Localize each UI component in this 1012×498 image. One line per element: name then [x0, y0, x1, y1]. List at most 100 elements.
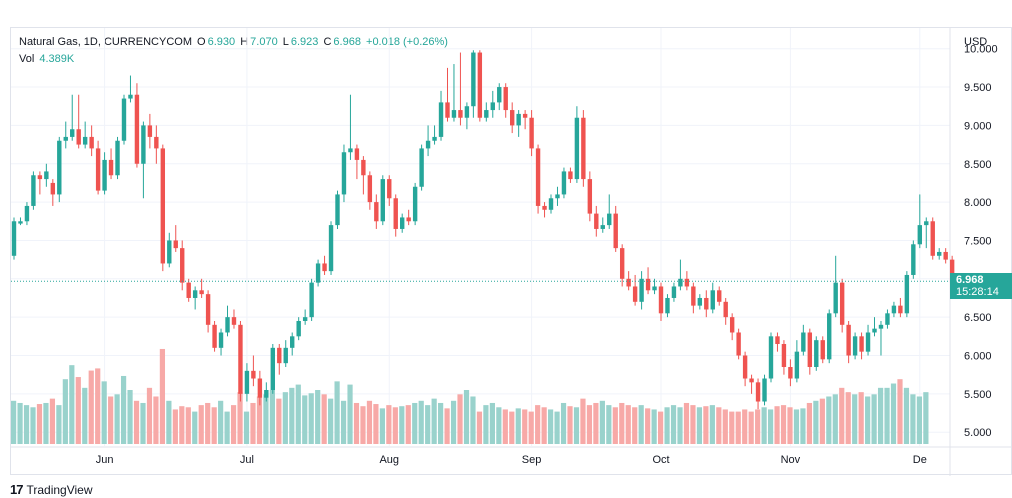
volume-bar	[17, 402, 23, 444]
y-tick-label: 5.500	[964, 389, 992, 401]
candle-body	[218, 332, 224, 348]
volume-bar	[95, 368, 101, 444]
candle-body	[555, 194, 560, 199]
brand[interactable]: 17 TradingView	[10, 482, 93, 497]
volume-bar	[716, 407, 722, 444]
y-tick-label: 9.000	[964, 120, 992, 132]
candle-body	[70, 129, 75, 137]
volume-bar	[360, 406, 366, 444]
candle-body	[542, 205, 547, 210]
candle-body	[814, 340, 819, 368]
volume-bar	[192, 411, 198, 444]
volume-bar	[386, 405, 392, 444]
y-tick-label: 8.500	[964, 159, 992, 171]
candle-body	[445, 102, 450, 118]
candle-body	[102, 159, 107, 191]
candle-body	[147, 125, 153, 137]
volume-bar	[321, 394, 327, 444]
currency-label[interactable]: USD	[964, 36, 988, 48]
volume-bar	[554, 411, 560, 444]
volume-label[interactable]: Vol	[19, 53, 35, 65]
candle-body	[121, 98, 127, 141]
volume-bar	[302, 395, 308, 444]
symbol-title[interactable]: Natural Gas, 1D, CURRENCYCOM	[19, 36, 192, 48]
candle-body	[244, 370, 250, 394]
candle-body	[361, 159, 366, 176]
volume-bar	[683, 402, 690, 444]
candle-body	[755, 382, 761, 402]
volume-bar	[632, 407, 638, 444]
volume-bar	[218, 400, 224, 444]
candle-body	[794, 351, 800, 379]
volume-bar	[800, 408, 806, 444]
volume-bar	[36, 404, 43, 444]
candle-body	[529, 117, 534, 149]
candle-body	[24, 205, 30, 222]
candle-body	[820, 340, 825, 360]
volume-bar	[425, 405, 431, 444]
low-value: 6.923	[290, 36, 319, 48]
x-tick-label: Jul	[240, 454, 254, 466]
volume-bar	[399, 406, 405, 444]
volume-bar	[658, 411, 664, 444]
volume-bar	[198, 405, 204, 444]
volume-bar	[813, 400, 819, 444]
volume-bar	[75, 377, 81, 444]
volume-bar	[729, 411, 735, 444]
y-tick-label: 5.000	[964, 427, 992, 439]
volume-bar	[735, 411, 741, 444]
candle-body	[904, 274, 910, 314]
candle-body	[788, 367, 793, 379]
volume-bar	[133, 400, 140, 444]
candle-body	[872, 328, 877, 333]
candle-body	[302, 317, 308, 321]
candle-body	[76, 129, 81, 145]
volume-bar	[541, 407, 547, 444]
volume-bar	[269, 390, 275, 444]
candle-body	[257, 378, 263, 398]
volume-bar	[625, 405, 631, 444]
volume-bar	[858, 392, 864, 444]
x-tick-label: Sep	[522, 454, 542, 466]
volume-bar	[159, 348, 166, 444]
candle-body	[128, 94, 133, 99]
volume-bar	[703, 406, 709, 444]
candle-body	[645, 278, 651, 291]
volume-bar	[593, 402, 599, 444]
volume-bar	[755, 409, 761, 444]
volume-bar	[638, 405, 644, 444]
volume-bar	[243, 411, 250, 444]
candle-body	[768, 336, 774, 379]
volume-bar	[774, 406, 780, 444]
candle-body	[924, 221, 929, 226]
volume-bar	[205, 402, 211, 444]
volume-bar	[890, 383, 897, 444]
volume-bar	[852, 394, 858, 444]
volume-bar	[560, 402, 567, 444]
candle-body	[270, 347, 275, 391]
candle-body	[852, 336, 858, 356]
volume-bar	[515, 408, 521, 444]
volume-bar	[230, 405, 237, 444]
volume-bar	[476, 411, 483, 444]
volume-bar	[308, 393, 314, 444]
candle-body	[846, 324, 851, 356]
candle-body	[477, 52, 483, 118]
volume-bar	[612, 407, 618, 444]
candle-body	[290, 336, 295, 348]
candle-body	[438, 102, 444, 137]
candle-body	[412, 186, 418, 222]
candle-body	[374, 202, 379, 222]
candle-body	[503, 87, 508, 111]
candle-body	[225, 317, 230, 333]
candle-body	[749, 378, 754, 383]
volume-bar	[379, 408, 385, 444]
candle-body	[212, 324, 217, 348]
candle-body	[522, 113, 528, 118]
volume-bar	[172, 409, 178, 444]
volume-bar	[412, 402, 418, 444]
volume-bar	[528, 411, 534, 444]
candle-body	[264, 390, 269, 398]
volume-bar	[780, 405, 787, 444]
